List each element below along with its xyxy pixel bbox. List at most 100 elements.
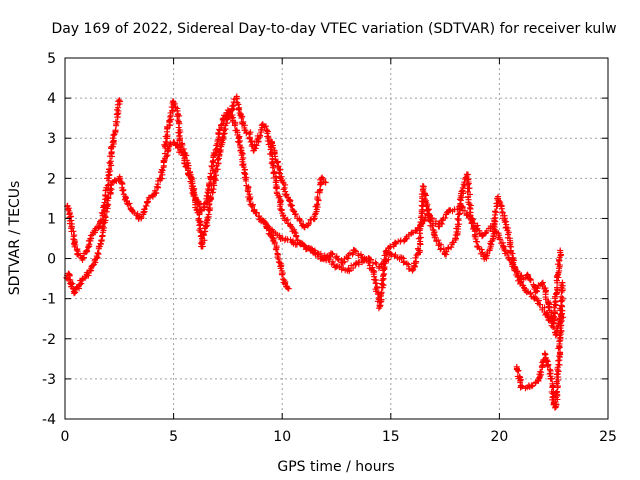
data-point	[83, 247, 90, 254]
data-point	[257, 215, 264, 222]
data-point	[274, 251, 281, 258]
data-point	[518, 383, 525, 390]
data-point	[229, 103, 236, 110]
data-point	[66, 271, 73, 278]
data-point	[376, 303, 383, 310]
data-point	[237, 111, 244, 118]
data-point	[255, 135, 262, 142]
series-markers	[513, 310, 567, 411]
data-point	[268, 139, 275, 146]
data-point	[435, 223, 442, 230]
data-point	[272, 179, 279, 186]
data-point	[511, 263, 518, 270]
data-series	[63, 93, 567, 411]
data-point	[75, 251, 82, 258]
data-point	[88, 267, 95, 274]
data-point	[311, 215, 318, 222]
data-point	[283, 191, 290, 198]
data-point	[263, 127, 270, 134]
data-point	[242, 171, 249, 178]
y-axis-label: SDTVAR / TECUs	[7, 181, 23, 296]
data-point	[135, 215, 142, 222]
data-point	[452, 235, 459, 242]
data-point	[196, 219, 203, 226]
data-point	[270, 235, 277, 242]
data-point	[403, 235, 410, 242]
data-point	[463, 171, 470, 178]
data-point	[224, 115, 231, 122]
data-point	[483, 255, 490, 262]
data-point	[151, 191, 158, 198]
data-point	[468, 215, 475, 222]
data-point	[322, 179, 329, 186]
data-point	[105, 175, 112, 182]
x-tick-label: 25	[599, 429, 617, 445]
data-point	[355, 259, 362, 266]
data-point	[279, 235, 286, 242]
data-point	[68, 223, 75, 230]
data-point	[431, 231, 438, 238]
data-point	[233, 95, 240, 102]
data-point	[292, 211, 299, 218]
x-tick-label: 10	[273, 429, 291, 445]
series-track-6	[513, 307, 567, 411]
y-tick-label: -4	[42, 412, 56, 428]
data-point	[181, 151, 188, 158]
data-point	[398, 255, 405, 262]
data-point	[539, 279, 546, 286]
data-point	[424, 207, 431, 214]
data-point	[88, 235, 95, 242]
data-point	[500, 243, 507, 250]
series-track-4	[257, 171, 564, 327]
data-point	[144, 199, 151, 206]
data-point	[557, 335, 564, 342]
data-point	[79, 275, 86, 282]
data-point	[474, 243, 481, 250]
data-point	[114, 111, 121, 118]
data-point	[122, 195, 129, 202]
data-point	[535, 377, 542, 384]
data-point	[518, 275, 525, 282]
x-tick-label: 15	[382, 429, 400, 445]
series-track-2	[64, 97, 123, 263]
y-tick-label: 0	[47, 252, 56, 268]
data-point	[116, 97, 123, 104]
data-point	[68, 283, 75, 290]
data-point	[552, 331, 559, 338]
data-point	[203, 199, 210, 206]
data-point	[187, 175, 194, 182]
data-point	[140, 211, 147, 218]
data-point	[555, 271, 562, 278]
data-point	[166, 119, 173, 126]
data-point	[550, 319, 557, 326]
data-point	[75, 283, 82, 290]
series-track-3	[161, 93, 566, 339]
data-point	[161, 143, 168, 150]
data-point	[92, 227, 99, 234]
data-point	[542, 351, 549, 358]
x-tick-label: 20	[490, 429, 508, 445]
data-point	[281, 215, 288, 222]
data-point	[559, 307, 566, 314]
data-point	[198, 243, 205, 250]
y-tick-label: 3	[47, 131, 56, 147]
data-point	[237, 147, 244, 154]
data-point	[170, 99, 177, 106]
data-point	[546, 303, 553, 310]
data-point	[220, 131, 227, 138]
data-point	[416, 247, 423, 254]
x-tick-label: 5	[169, 429, 178, 445]
data-point	[366, 255, 373, 262]
data-point	[246, 195, 253, 202]
tick-labels: 0 5 10 15 20 25 -4 -3 -2 -1 0 1 2 3 4 5	[42, 51, 617, 445]
data-point	[311, 247, 318, 254]
data-point	[505, 231, 512, 238]
data-point	[250, 207, 257, 214]
data-point	[109, 179, 116, 186]
data-point	[494, 195, 501, 202]
data-point	[513, 363, 520, 370]
data-point	[233, 127, 240, 134]
data-point	[274, 163, 281, 170]
data-point	[96, 223, 103, 230]
data-point	[409, 267, 416, 274]
